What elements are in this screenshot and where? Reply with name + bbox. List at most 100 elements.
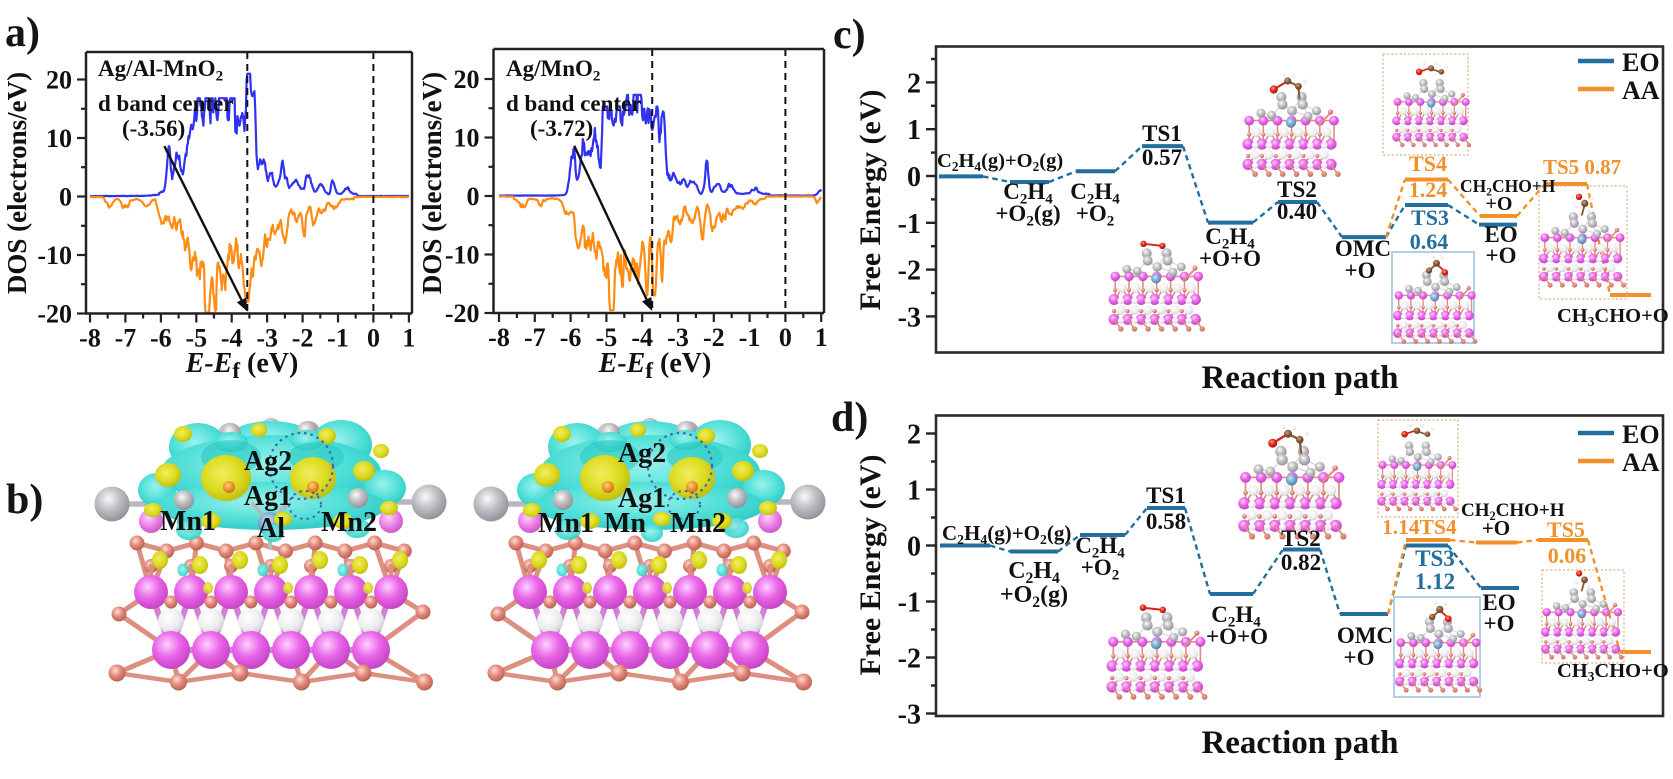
svg-text:-10: -10 — [37, 241, 72, 270]
svg-text:0: 0 — [59, 183, 72, 212]
svg-text:0: 0 — [907, 532, 921, 563]
svg-text:+O2​: +O2​ — [1081, 555, 1120, 584]
svg-text:-1: -1 — [739, 323, 761, 352]
svg-text:Ag/Al-MnO2​: Ag/Al-MnO2​ — [98, 56, 223, 85]
svg-text:1: 1 — [815, 323, 828, 352]
svg-text:1.24: 1.24 — [1409, 177, 1448, 202]
svg-text:0: 0 — [467, 182, 480, 211]
svg-text:+O2​: +O2​ — [1076, 201, 1115, 230]
svg-text:-20: -20 — [37, 300, 72, 329]
svg-text:TS5 0.87: TS5 0.87 — [1543, 155, 1621, 179]
svg-text:Mn1: Mn1 — [538, 508, 594, 539]
svg-text:0.82: 0.82 — [1281, 550, 1321, 575]
svg-text:a): a) — [5, 10, 40, 56]
svg-text:E-Ef (eV): E-Ef (eV) — [185, 348, 299, 383]
svg-text:+O: +O — [1484, 611, 1515, 636]
svg-text:-2: -2 — [898, 256, 921, 287]
svg-text:Free Energy (eV): Free Energy (eV) — [854, 89, 887, 310]
svg-text:-2: -2 — [703, 323, 725, 352]
svg-text:-3: -3 — [898, 302, 921, 333]
svg-text:+O: +O — [1482, 516, 1510, 540]
svg-text:TS3: TS3 — [1411, 205, 1449, 230]
svg-text:0.64: 0.64 — [1410, 229, 1449, 254]
svg-text:TS4: TS4 — [1409, 151, 1447, 176]
svg-text:TS1: TS1 — [1142, 121, 1182, 146]
svg-text:Mn2: Mn2 — [321, 507, 377, 538]
svg-text:-4: -4 — [221, 324, 243, 353]
svg-text:CH3​CHO+O: CH3​CHO+O — [1557, 305, 1669, 329]
svg-text:10: 10 — [46, 124, 72, 153]
svg-text:-7: -7 — [524, 323, 546, 352]
svg-text:1: 1 — [907, 476, 921, 507]
svg-text:C2​H4​: C2​H4​ — [1205, 224, 1255, 253]
svg-text:AA: AA — [1622, 448, 1660, 477]
svg-text:Ag/MnO2​: Ag/MnO2​ — [506, 56, 600, 85]
svg-text:E-Ef (eV): E-Ef (eV) — [598, 348, 712, 383]
svg-text:-7: -7 — [115, 324, 137, 353]
svg-text:Reaction path: Reaction path — [1201, 725, 1398, 761]
svg-text:2: 2 — [907, 420, 921, 451]
svg-text:d): d) — [831, 395, 868, 441]
svg-text:TS2: TS2 — [1277, 177, 1317, 202]
svg-text:-3: -3 — [898, 700, 921, 731]
svg-text:TS3: TS3 — [1415, 546, 1455, 571]
svg-text:-10: -10 — [445, 241, 480, 270]
svg-text:EO: EO — [1484, 222, 1517, 247]
svg-text:C2​H4​: C2​H4​ — [1070, 179, 1120, 208]
svg-text:+O2​(g): +O2​(g) — [995, 201, 1060, 230]
svg-text:d band center: d band center — [98, 91, 233, 116]
svg-text:20: 20 — [454, 65, 480, 94]
svg-text:Reaction path: Reaction path — [1201, 360, 1398, 396]
svg-text:DOS (electrons/eV): DOS (electrons/eV) — [417, 72, 447, 294]
svg-text:0.57: 0.57 — [1142, 145, 1182, 170]
svg-text:C2​H4​: C2​H4​ — [1211, 602, 1261, 631]
svg-text:C2​H4​: C2​H4​ — [1075, 533, 1125, 562]
svg-text:EO: EO — [1482, 590, 1515, 615]
svg-text:OMC: OMC — [1335, 236, 1391, 261]
svg-text:1: 1 — [907, 115, 921, 146]
svg-text:-6: -6 — [560, 323, 582, 352]
svg-text:Free Energy (eV): Free Energy (eV) — [854, 454, 887, 675]
svg-text:-6: -6 — [150, 324, 172, 353]
svg-text:Ag1: Ag1 — [244, 481, 292, 512]
svg-text:0: 0 — [907, 162, 921, 193]
svg-text:-3: -3 — [256, 324, 278, 353]
svg-text:(-3.72): (-3.72) — [530, 116, 593, 141]
svg-text:-1: -1 — [327, 324, 349, 353]
svg-text:AA: AA — [1622, 76, 1660, 105]
svg-text:OMC: OMC — [1337, 623, 1393, 648]
svg-text:+O: +O — [1486, 193, 1513, 215]
svg-text:d band center: d band center — [506, 91, 641, 116]
svg-text:(-3.56): (-3.56) — [122, 116, 185, 141]
svg-text:-5: -5 — [596, 323, 618, 352]
svg-text:-2: -2 — [898, 644, 921, 675]
svg-text:20: 20 — [46, 66, 72, 95]
svg-text:-1: -1 — [898, 209, 921, 240]
svg-text:C2​H4​(g)+O2​(g): C2​H4​(g)+O2​(g) — [937, 150, 1063, 174]
svg-text:2: 2 — [907, 68, 921, 99]
svg-text:C2​H4​(g)+O2​(g): C2​H4​(g)+O2​(g) — [942, 521, 1071, 547]
svg-text:0.06: 0.06 — [1548, 543, 1587, 568]
svg-text:TS5: TS5 — [1547, 517, 1585, 542]
svg-text:TS1: TS1 — [1146, 483, 1186, 508]
svg-text:Mn: Mn — [604, 508, 646, 539]
svg-text:1: 1 — [402, 324, 415, 353]
svg-text:+O: +O — [1486, 243, 1517, 268]
svg-text:CH2​CHO+H: CH2​CHO+H — [1461, 500, 1565, 523]
svg-text:-5: -5 — [185, 324, 207, 353]
svg-text:0.58: 0.58 — [1146, 509, 1186, 534]
svg-text:CH3​CHO+O: CH3​CHO+O — [1557, 660, 1669, 684]
svg-text:EO: EO — [1622, 48, 1660, 77]
svg-text:-1: -1 — [898, 588, 921, 619]
svg-text:0: 0 — [367, 324, 380, 353]
svg-text:C2​H4​: C2​H4​ — [1008, 558, 1060, 587]
svg-text:1.12: 1.12 — [1415, 569, 1455, 594]
svg-text:-20: -20 — [445, 299, 480, 328]
svg-text:DOS (electrons/eV): DOS (electrons/eV) — [2, 72, 32, 294]
svg-text:EO: EO — [1622, 420, 1660, 449]
svg-text:b): b) — [6, 477, 43, 523]
svg-text:+O+O: +O+O — [1206, 624, 1268, 649]
svg-text:-8: -8 — [79, 324, 101, 353]
svg-text:C2​H4​: C2​H4​ — [1003, 179, 1053, 208]
svg-text:TS2: TS2 — [1281, 526, 1321, 551]
